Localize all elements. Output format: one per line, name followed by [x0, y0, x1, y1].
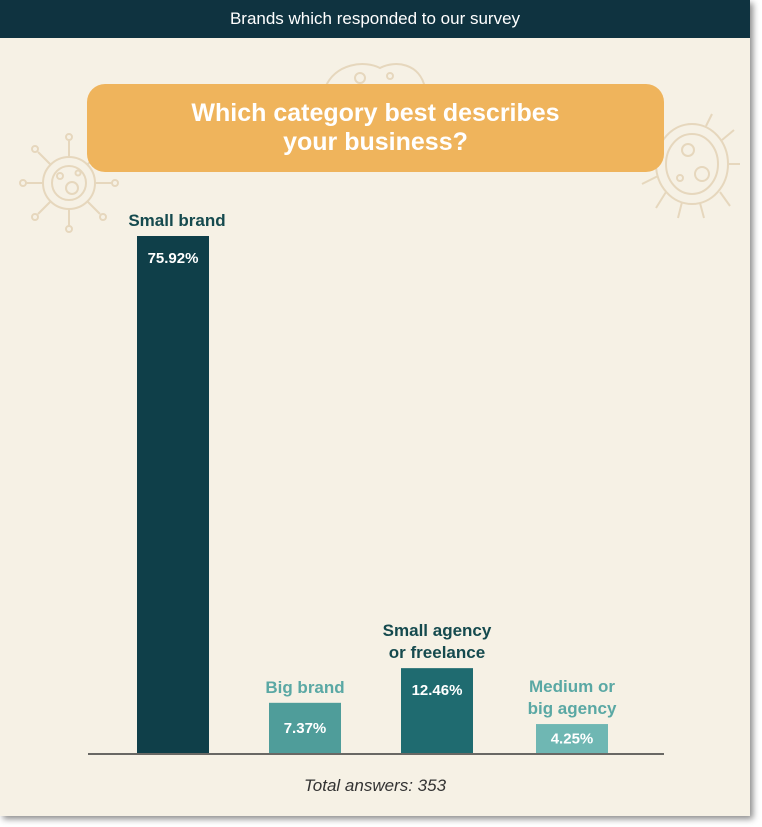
bar-4 — [536, 724, 608, 753]
bacteria-top-icon — [324, 63, 426, 89]
bar-chart: 75.92% Small brand 7.37% Big brand 12.46% Sma… — [88, 211, 664, 755]
bar-category-label: Big brand — [265, 678, 344, 697]
bar-1 — [137, 236, 209, 753]
total-answers: Total answers: 353 — [303, 776, 447, 795]
question-text: Which category best describes your busin… — [191, 99, 560, 156]
bar-category-label: Medium or — [529, 677, 615, 696]
bar-category-label: big agency — [528, 699, 617, 718]
bar-category-label: Small agency — [383, 621, 492, 640]
bar-3 — [401, 668, 473, 753]
bar-2 — [269, 702, 341, 753]
bar-value-label: 7.37% — [284, 720, 327, 737]
header-title: Brands which responded to our survey — [229, 9, 521, 28]
header-bar: Brands which responded to our survey — [0, 0, 750, 38]
infographic-card: Brands which responded to our survey — [0, 0, 750, 816]
bar-value-label: 4.25% — [551, 731, 594, 748]
bar-category-label: Small brand — [128, 211, 225, 230]
bar-value-label: 12.46% — [412, 682, 463, 699]
question-banner: Which category best describes your busin… — [87, 84, 664, 172]
bar-category-label: or freelance — [389, 643, 485, 662]
bar-value-label: 75.92% — [148, 250, 199, 267]
